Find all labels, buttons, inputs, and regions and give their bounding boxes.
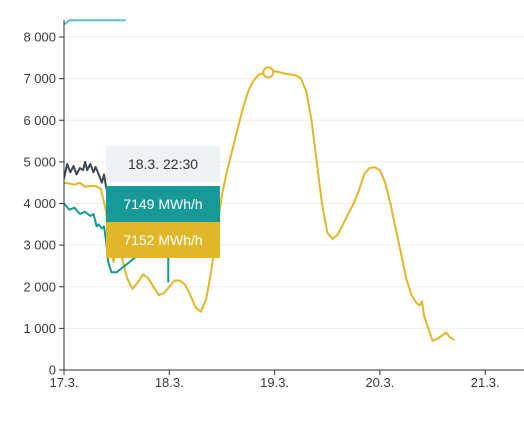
x-tick-label: 21.3. [471,375,500,390]
y-tick-label: 3 000 [23,238,56,253]
series-line-3 [64,19,127,26]
y-tick-label: 1 000 [23,321,56,336]
x-tick-label: 17.3. [50,375,79,390]
x-tick-label: 20.3. [365,375,394,390]
y-tick-label: 8 000 [23,30,56,45]
grid-lines [64,36,524,329]
highlight-marker [262,66,275,79]
y-tick-label: 2 000 [23,279,56,294]
y-tick-label: 0 [49,363,56,378]
y-tick-label: 7 000 [23,71,56,86]
y-tick-label: 6 000 [23,113,56,128]
y-tick-label: 5 000 [23,154,56,169]
x-tick-label: 19.3. [260,375,289,390]
tooltip-value-forecast: 7152 MWh/h [106,222,220,258]
tooltip-date: 18.3. 22:30 [106,146,220,182]
x-tick-label: 18.3. [155,375,184,390]
series-line-1 [64,202,139,274]
tick-labels: 0 1 000 2 000 3 000 4 000 5 000 6 000 7 000 8 00… [23,30,499,391]
y-tick-label: 4 000 [23,196,56,211]
highlight-point [262,66,275,79]
tooltip-value-actual: 7149 MWh/h [106,186,220,222]
